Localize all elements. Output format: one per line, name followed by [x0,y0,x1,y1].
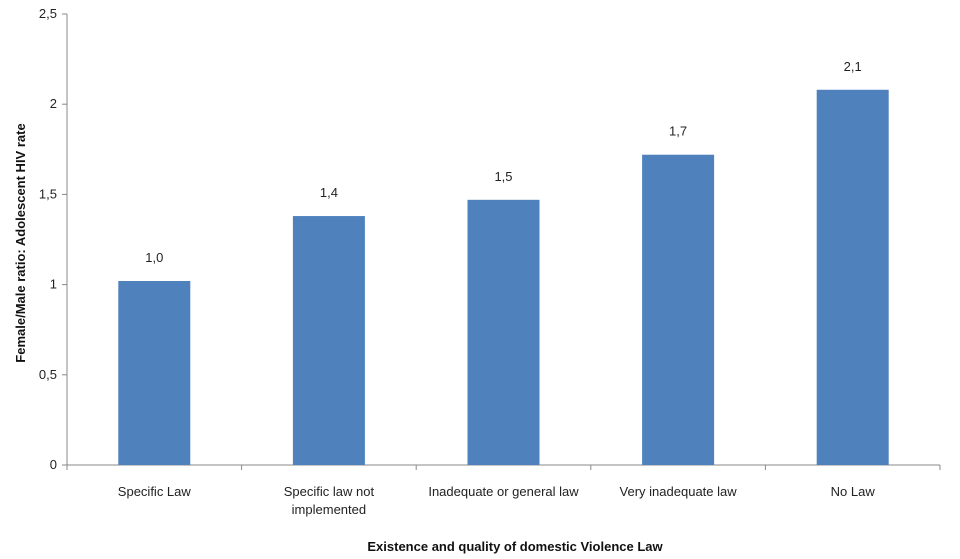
y-tick-label: 2,5 [39,6,57,21]
y-tick-label: 2 [50,96,57,111]
x-axis-title: Existence and quality of domestic Violen… [367,539,663,554]
bar [642,154,715,465]
x-tick-label: Specific Law [118,484,192,499]
bar [467,199,540,465]
data-label: 1,5 [494,169,512,184]
bar [292,216,365,465]
data-labels: 1,0 1,4 1,5 1,7 2,1 [145,59,861,265]
y-tick-label: 0 [50,457,57,472]
y-axis-title: Female/Male ratio: Adolescent HIV rate [13,123,28,362]
x-axis: Specific Law Specific law not implemented I… [66,464,941,517]
data-label: 1,0 [145,250,163,265]
y-axis: 0 0,5 1 1,5 2 2,5 [39,6,68,472]
bar [816,89,889,465]
x-tick-label: Specific law not implemented [284,484,375,517]
data-label: 2,1 [844,59,862,74]
bars [118,89,889,465]
y-tick-label: 1,5 [39,186,57,201]
bar [118,280,191,465]
data-label: 1,4 [320,185,338,200]
x-tick-label: No Law [831,484,876,499]
data-label: 1,7 [669,124,687,139]
x-tick-label: Very inadequate law [620,484,738,499]
y-tick-label: 0,5 [39,367,57,382]
x-tick-label: Inadequate or general law [428,484,579,499]
y-tick-label: 1 [50,277,57,292]
